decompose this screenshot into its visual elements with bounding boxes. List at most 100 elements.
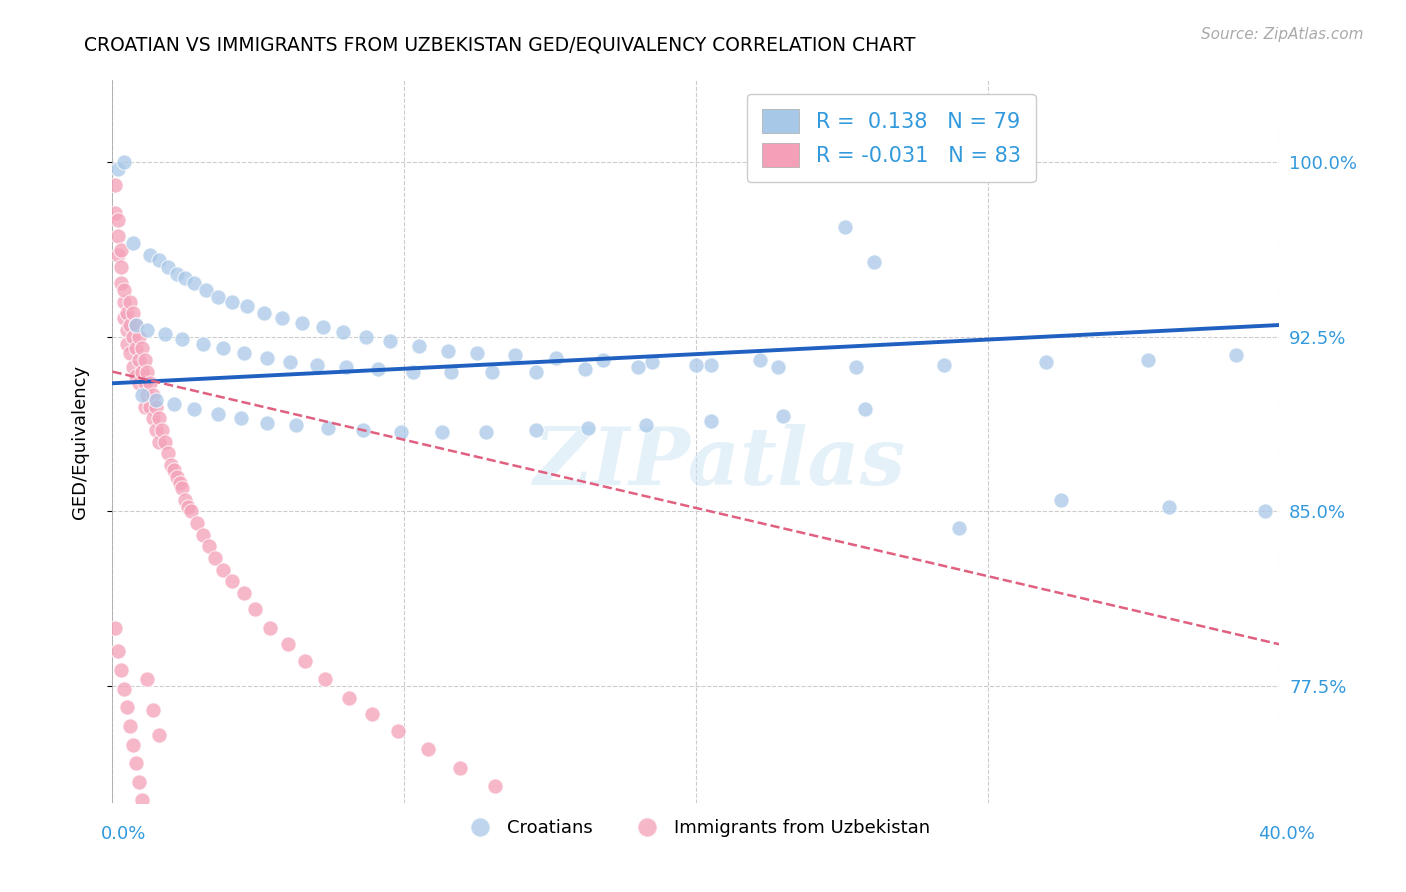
Point xyxy=(834,220,856,235)
Point xyxy=(335,359,357,374)
Point xyxy=(125,318,148,332)
Point xyxy=(191,336,214,351)
Point xyxy=(294,654,316,668)
Point xyxy=(166,469,188,483)
Text: CROATIAN VS IMMIGRANTS FROM UZBEKISTAN GED/EQUIVALENCY CORRELATION CHART: CROATIAN VS IMMIGRANTS FROM UZBEKISTAN G… xyxy=(84,36,915,54)
Point xyxy=(112,311,135,326)
Point xyxy=(122,236,145,251)
Point xyxy=(136,365,159,379)
Point xyxy=(524,365,547,379)
Point xyxy=(186,516,208,530)
Point xyxy=(863,255,886,269)
Point xyxy=(122,306,145,320)
Point xyxy=(440,365,463,379)
Point xyxy=(352,423,374,437)
Point xyxy=(207,407,229,421)
Point xyxy=(197,540,219,554)
Point xyxy=(118,294,141,309)
Point xyxy=(221,574,243,589)
Point xyxy=(115,323,138,337)
Point xyxy=(115,306,138,320)
Point xyxy=(134,400,156,414)
Point xyxy=(142,411,165,425)
Point xyxy=(948,521,970,535)
Text: 40.0%: 40.0% xyxy=(1258,825,1315,843)
Point xyxy=(235,299,257,313)
Point xyxy=(337,690,360,705)
Point xyxy=(229,411,252,425)
Point xyxy=(112,283,135,297)
Point xyxy=(627,359,650,374)
Point xyxy=(430,425,453,440)
Point xyxy=(115,700,138,714)
Point xyxy=(104,621,127,635)
Point xyxy=(131,365,153,379)
Point xyxy=(172,481,194,495)
Point xyxy=(131,388,153,402)
Point xyxy=(544,351,567,365)
Point xyxy=(166,267,188,281)
Point xyxy=(148,411,170,425)
Point xyxy=(1254,504,1277,518)
Point xyxy=(1035,355,1057,369)
Point xyxy=(256,351,278,365)
Text: ZIPatlas: ZIPatlas xyxy=(533,425,905,502)
Point xyxy=(148,434,170,449)
Point xyxy=(484,780,506,794)
Point xyxy=(134,376,156,391)
Point xyxy=(139,248,162,262)
Point xyxy=(156,446,179,460)
Point xyxy=(174,271,197,285)
Point xyxy=(356,329,378,343)
Point xyxy=(107,213,129,227)
Point xyxy=(131,341,153,355)
Point xyxy=(191,528,214,542)
Point xyxy=(148,728,170,742)
Point xyxy=(183,401,205,416)
Point xyxy=(932,358,955,372)
Point xyxy=(1157,500,1180,514)
Point xyxy=(285,418,308,433)
Point xyxy=(481,365,503,379)
Point xyxy=(387,723,409,738)
Point xyxy=(524,423,547,437)
Point xyxy=(183,276,205,290)
Point xyxy=(112,154,135,169)
Point xyxy=(576,420,599,434)
Point xyxy=(280,355,302,369)
Point xyxy=(153,434,176,449)
Point xyxy=(503,348,526,362)
Point xyxy=(107,229,129,244)
Point xyxy=(437,343,460,358)
Point xyxy=(766,359,789,374)
Point xyxy=(592,353,614,368)
Point xyxy=(367,362,389,376)
Point xyxy=(416,742,439,756)
Point xyxy=(174,492,197,507)
Point xyxy=(1225,348,1247,362)
Point xyxy=(853,401,876,416)
Point xyxy=(150,423,173,437)
Point xyxy=(110,260,132,274)
Point xyxy=(845,359,868,374)
Point xyxy=(253,306,276,320)
Point xyxy=(142,702,165,716)
Point xyxy=(180,504,202,518)
Point xyxy=(699,413,721,427)
Point xyxy=(148,252,170,267)
Point xyxy=(145,392,167,407)
Point xyxy=(139,376,162,391)
Point xyxy=(136,673,159,687)
Point xyxy=(163,397,186,411)
Point xyxy=(212,341,235,355)
Point xyxy=(169,476,191,491)
Point xyxy=(107,248,129,262)
Point xyxy=(204,551,226,566)
Point xyxy=(291,316,314,330)
Point xyxy=(1137,353,1160,368)
Point xyxy=(128,774,150,789)
Point xyxy=(749,353,772,368)
Y-axis label: GED/Equivalency: GED/Equivalency xyxy=(70,365,89,518)
Point xyxy=(134,353,156,368)
Point xyxy=(311,320,333,334)
